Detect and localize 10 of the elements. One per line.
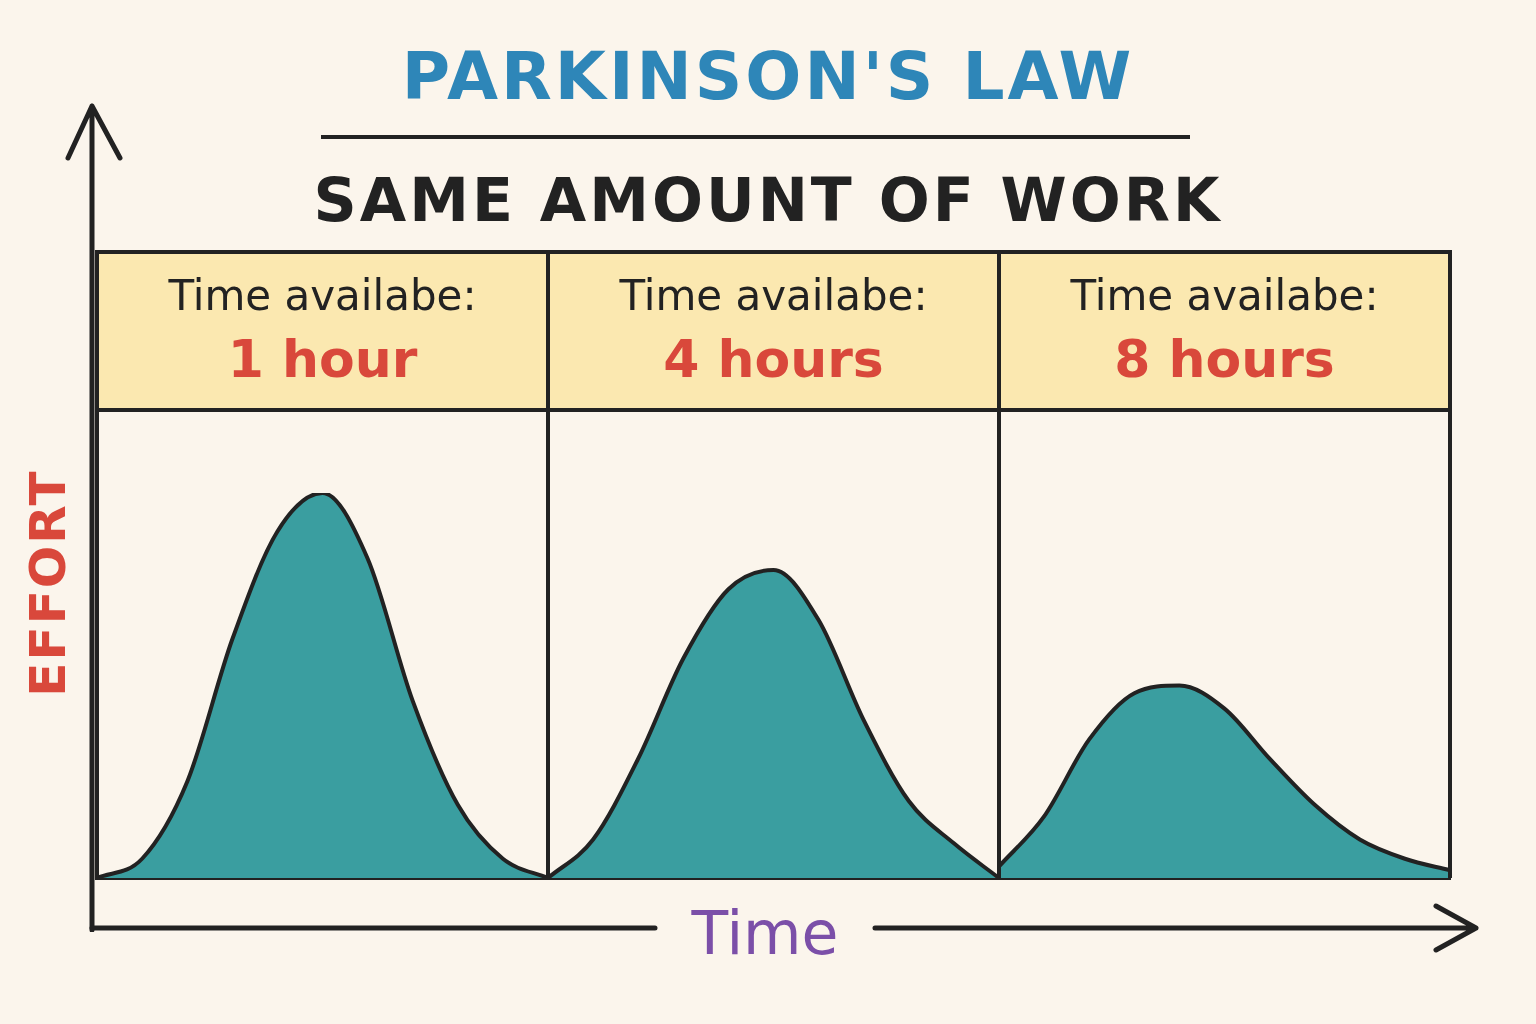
- chart-subtitle: SAME AMOUNT OF WORK: [312, 165, 1224, 235]
- text: 1 hour: [226, 328, 419, 391]
- y-axis-title: EFFORT: [19, 469, 77, 697]
- text: Time availabe:: [167, 270, 478, 322]
- text: Time availabe:: [618, 270, 929, 322]
- text: Time availabe:: [1069, 270, 1380, 322]
- text: 8 hours: [1113, 328, 1336, 391]
- chart-title: PARKINSON'S LAW: [400, 38, 1136, 115]
- x-axis-title: Time: [690, 898, 840, 968]
- text: 4 hours: [662, 328, 885, 391]
